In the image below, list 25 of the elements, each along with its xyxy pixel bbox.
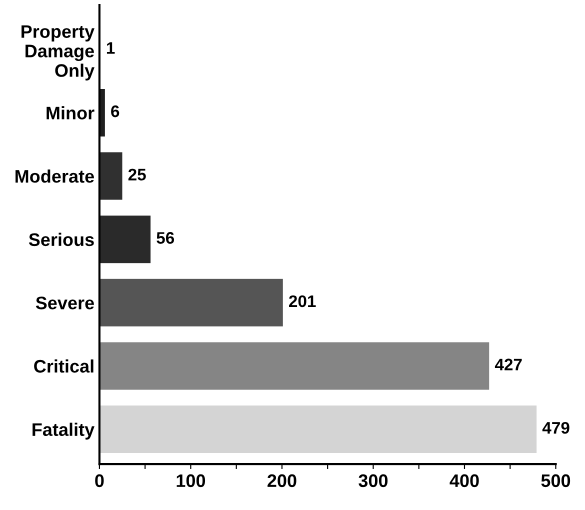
y-tick-label: Serious — [28, 232, 94, 246]
x-tick-label: 100 — [176, 474, 206, 488]
x-tick-label: 400 — [450, 474, 479, 488]
y-tick-label: Severe — [36, 296, 94, 310]
x-tick-label: 500 — [541, 474, 570, 488]
y-tick-label: Fatality — [32, 422, 94, 440]
bar — [99, 216, 151, 264]
data-label: 6 — [111, 105, 120, 118]
bar — [99, 278, 283, 326]
y-tick-label: Property Damage Only — [22, 25, 94, 80]
bar — [99, 406, 537, 454]
y-tick-label: Minor — [46, 106, 94, 120]
x-tick-label: 300 — [358, 474, 388, 488]
bar — [99, 342, 490, 390]
x-tick-label: 200 — [268, 474, 296, 488]
y-tick-label: Moderate — [16, 169, 94, 183]
data-label: 1 — [106, 42, 115, 54]
data-label: 201 — [289, 295, 316, 308]
data-label: 25 — [128, 168, 146, 181]
x-tick-label: 0 — [95, 474, 104, 488]
bar — [99, 152, 122, 200]
data-label: 56 — [156, 232, 174, 244]
data-label: 427 — [494, 358, 522, 370]
y-tick-label: Critical — [34, 359, 94, 373]
data-label: 479 — [542, 422, 570, 434]
